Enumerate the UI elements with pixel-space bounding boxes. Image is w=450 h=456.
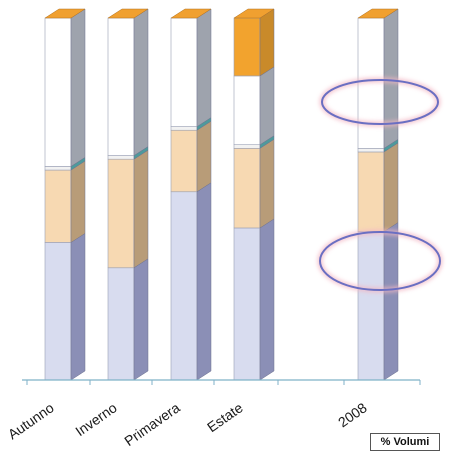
bar-segment-side bbox=[196, 8, 212, 128]
bar-top-face bbox=[44, 8, 86, 19]
bars-layer bbox=[44, 8, 399, 381]
highlight-ellipse bbox=[319, 231, 441, 291]
category-label: Primavera bbox=[121, 399, 183, 449]
bar-segment-side bbox=[259, 138, 275, 229]
bar-segment-front bbox=[107, 158, 135, 269]
category-labels: Autunno Inverno Primavera Estate 2008 bbox=[5, 399, 370, 449]
bar-autunno bbox=[44, 8, 86, 381]
bar-segment-front bbox=[107, 267, 135, 381]
highlight-ellipse bbox=[321, 79, 439, 125]
bar-segment-front bbox=[233, 17, 261, 77]
bar-segment-front bbox=[233, 148, 261, 229]
bar-segment-front bbox=[233, 144, 261, 149]
bar-segment-front bbox=[44, 17, 72, 167]
bar-segment-side bbox=[196, 120, 212, 193]
bar-primavera bbox=[170, 8, 212, 381]
bar-segment-front bbox=[233, 75, 261, 145]
bar-segment-side bbox=[383, 222, 399, 381]
bar-segment-side bbox=[133, 8, 149, 157]
bar-segment-side bbox=[70, 232, 86, 381]
units-label: % Volumi bbox=[370, 433, 440, 451]
bar-segment-front bbox=[170, 17, 198, 127]
bar-segment-front bbox=[357, 231, 385, 381]
bar-segment-side bbox=[70, 8, 86, 167]
bar-segment-side bbox=[259, 8, 275, 77]
bar-top-face bbox=[107, 8, 149, 19]
bar-segment-side bbox=[70, 160, 86, 243]
bar-segment-front bbox=[233, 227, 261, 381]
bar-2008 bbox=[357, 8, 399, 381]
bar-segment-front bbox=[170, 191, 198, 381]
bar-segment-front bbox=[357, 148, 385, 153]
bar-segment-front bbox=[44, 242, 72, 381]
bar-segment-front bbox=[357, 151, 385, 232]
bar-segment-side bbox=[383, 142, 399, 233]
bar-segment-side bbox=[133, 149, 149, 269]
category-label: Inverno bbox=[72, 399, 120, 439]
bar-top-face bbox=[170, 8, 212, 19]
bar-segment-front bbox=[170, 126, 198, 131]
bar-top-face bbox=[357, 8, 399, 19]
bar-segment-front bbox=[107, 155, 135, 160]
highlight-ellipses bbox=[317, 77, 443, 293]
category-label: 2008 bbox=[335, 399, 370, 430]
bar-estate bbox=[233, 8, 275, 381]
bar-top-face bbox=[233, 8, 275, 19]
bar-segment-front bbox=[44, 166, 72, 171]
bar-segment-side bbox=[259, 66, 275, 146]
bar-segment-front bbox=[44, 169, 72, 243]
bar-segment-front bbox=[107, 17, 135, 156]
x-axis bbox=[22, 379, 421, 385]
category-label: Estate bbox=[204, 399, 246, 435]
bar-segment-side bbox=[133, 258, 149, 381]
category-label: Autunno bbox=[5, 399, 57, 442]
bar-segment-side bbox=[259, 218, 275, 381]
bar-inverno bbox=[107, 8, 149, 381]
bar-segment-front bbox=[170, 129, 198, 193]
bar-segment-side bbox=[196, 182, 212, 381]
